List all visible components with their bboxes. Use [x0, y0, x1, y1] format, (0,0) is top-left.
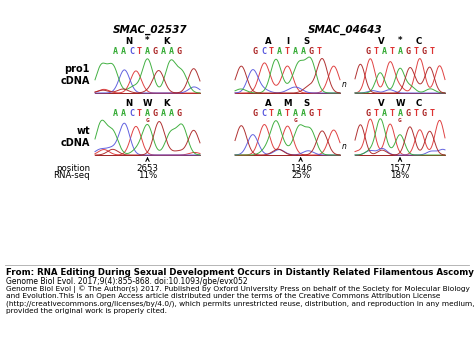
Text: SMAC_02537: SMAC_02537 — [113, 25, 187, 35]
Text: S: S — [303, 98, 310, 108]
Text: T: T — [413, 109, 419, 118]
Text: G: G — [146, 119, 149, 124]
Text: pro1
cDNA: pro1 cDNA — [61, 64, 90, 86]
Text: C: C — [416, 37, 422, 45]
Text: T: T — [269, 109, 274, 118]
Text: A: A — [301, 109, 306, 118]
Text: C: C — [261, 109, 266, 118]
Text: T: T — [429, 47, 435, 55]
Text: I: I — [286, 37, 289, 45]
Text: A: A — [293, 109, 298, 118]
Text: 11%: 11% — [138, 171, 157, 180]
Text: wt
cDNA: wt cDNA — [61, 126, 90, 148]
Text: A: A — [265, 37, 272, 45]
Text: G: G — [153, 109, 158, 118]
Text: T: T — [429, 109, 435, 118]
Text: C: C — [416, 98, 422, 108]
Text: C: C — [129, 47, 134, 55]
Text: G: G — [309, 109, 314, 118]
Text: 1577: 1577 — [389, 164, 411, 173]
Text: RNA-seq: RNA-seq — [54, 171, 90, 180]
Text: T: T — [317, 109, 322, 118]
Text: V: V — [378, 98, 384, 108]
Text: T: T — [285, 109, 290, 118]
Text: W: W — [395, 98, 405, 108]
Text: n: n — [342, 80, 347, 89]
Text: G: G — [421, 47, 427, 55]
Text: *: * — [145, 37, 150, 45]
Text: G: G — [365, 109, 371, 118]
Text: SMAC_04643: SMAC_04643 — [308, 25, 383, 35]
Text: *: * — [398, 37, 402, 45]
Text: T: T — [269, 47, 274, 55]
Text: W: W — [143, 98, 152, 108]
Text: T: T — [317, 47, 322, 55]
Text: G: G — [253, 109, 258, 118]
Text: (http://creativecommons.org/licenses/by/4.0/), which permits unrestricted reuse,: (http://creativecommons.org/licenses/by/… — [6, 300, 474, 307]
Text: Genome Biol Evol | © The Author(s) 2017. Published by Oxford University Press on: Genome Biol Evol | © The Author(s) 2017.… — [6, 285, 470, 293]
Text: T: T — [285, 47, 290, 55]
Text: G: G — [398, 119, 402, 124]
Text: A: A — [161, 47, 166, 55]
Text: A: A — [382, 109, 386, 118]
Text: A: A — [265, 98, 272, 108]
Text: S: S — [303, 37, 310, 45]
Text: 2653: 2653 — [137, 164, 158, 173]
Text: T: T — [390, 109, 394, 118]
Text: 1346: 1346 — [290, 164, 311, 173]
Text: V: V — [378, 37, 384, 45]
Text: A: A — [169, 47, 174, 55]
Text: T: T — [137, 47, 142, 55]
Text: N: N — [125, 37, 132, 45]
Text: K: K — [163, 37, 170, 45]
Text: A: A — [121, 109, 126, 118]
Text: T: T — [390, 47, 394, 55]
Text: 18%: 18% — [391, 171, 410, 180]
Text: A: A — [121, 47, 126, 55]
Text: n: n — [342, 142, 347, 151]
Text: A: A — [145, 109, 150, 118]
Text: G: G — [177, 47, 182, 55]
Text: Genome Biol Evol. 2017;9(4):855-868. doi:10.1093/gbe/evx052: Genome Biol Evol. 2017;9(4):855-868. doi… — [6, 277, 247, 286]
Text: C: C — [129, 109, 134, 118]
Text: A: A — [398, 109, 402, 118]
Text: A: A — [293, 47, 298, 55]
Text: G: G — [421, 109, 427, 118]
Text: T: T — [374, 47, 379, 55]
Text: T: T — [374, 109, 379, 118]
Text: A: A — [277, 109, 282, 118]
Text: G: G — [177, 109, 182, 118]
Text: provided the original work is properly cited.: provided the original work is properly c… — [6, 308, 167, 314]
Text: G: G — [365, 47, 371, 55]
Text: G: G — [405, 109, 410, 118]
Text: N: N — [125, 98, 132, 108]
Text: G: G — [309, 47, 314, 55]
Text: From: RNA Editing During Sexual Development Occurs in Distantly Related Filament: From: RNA Editing During Sexual Developm… — [6, 268, 474, 277]
Text: K: K — [163, 98, 170, 108]
Text: A: A — [145, 47, 150, 55]
Text: A: A — [398, 47, 402, 55]
Text: G: G — [153, 47, 158, 55]
Text: G: G — [293, 119, 297, 124]
Text: A: A — [382, 47, 386, 55]
Text: A: A — [301, 47, 306, 55]
Text: A: A — [169, 109, 174, 118]
Text: T: T — [137, 109, 142, 118]
Text: C: C — [261, 47, 266, 55]
Text: T: T — [413, 47, 419, 55]
Text: G: G — [405, 47, 410, 55]
Text: G: G — [253, 47, 258, 55]
Text: position: position — [56, 164, 90, 173]
Text: 25%: 25% — [291, 171, 310, 180]
Text: A: A — [277, 47, 282, 55]
Text: M: M — [283, 98, 292, 108]
Text: and Evolution.This is an Open Access article distributed under the terms of the : and Evolution.This is an Open Access art… — [6, 293, 440, 299]
Text: A: A — [113, 109, 118, 118]
Text: A: A — [113, 47, 118, 55]
Text: A: A — [161, 109, 166, 118]
